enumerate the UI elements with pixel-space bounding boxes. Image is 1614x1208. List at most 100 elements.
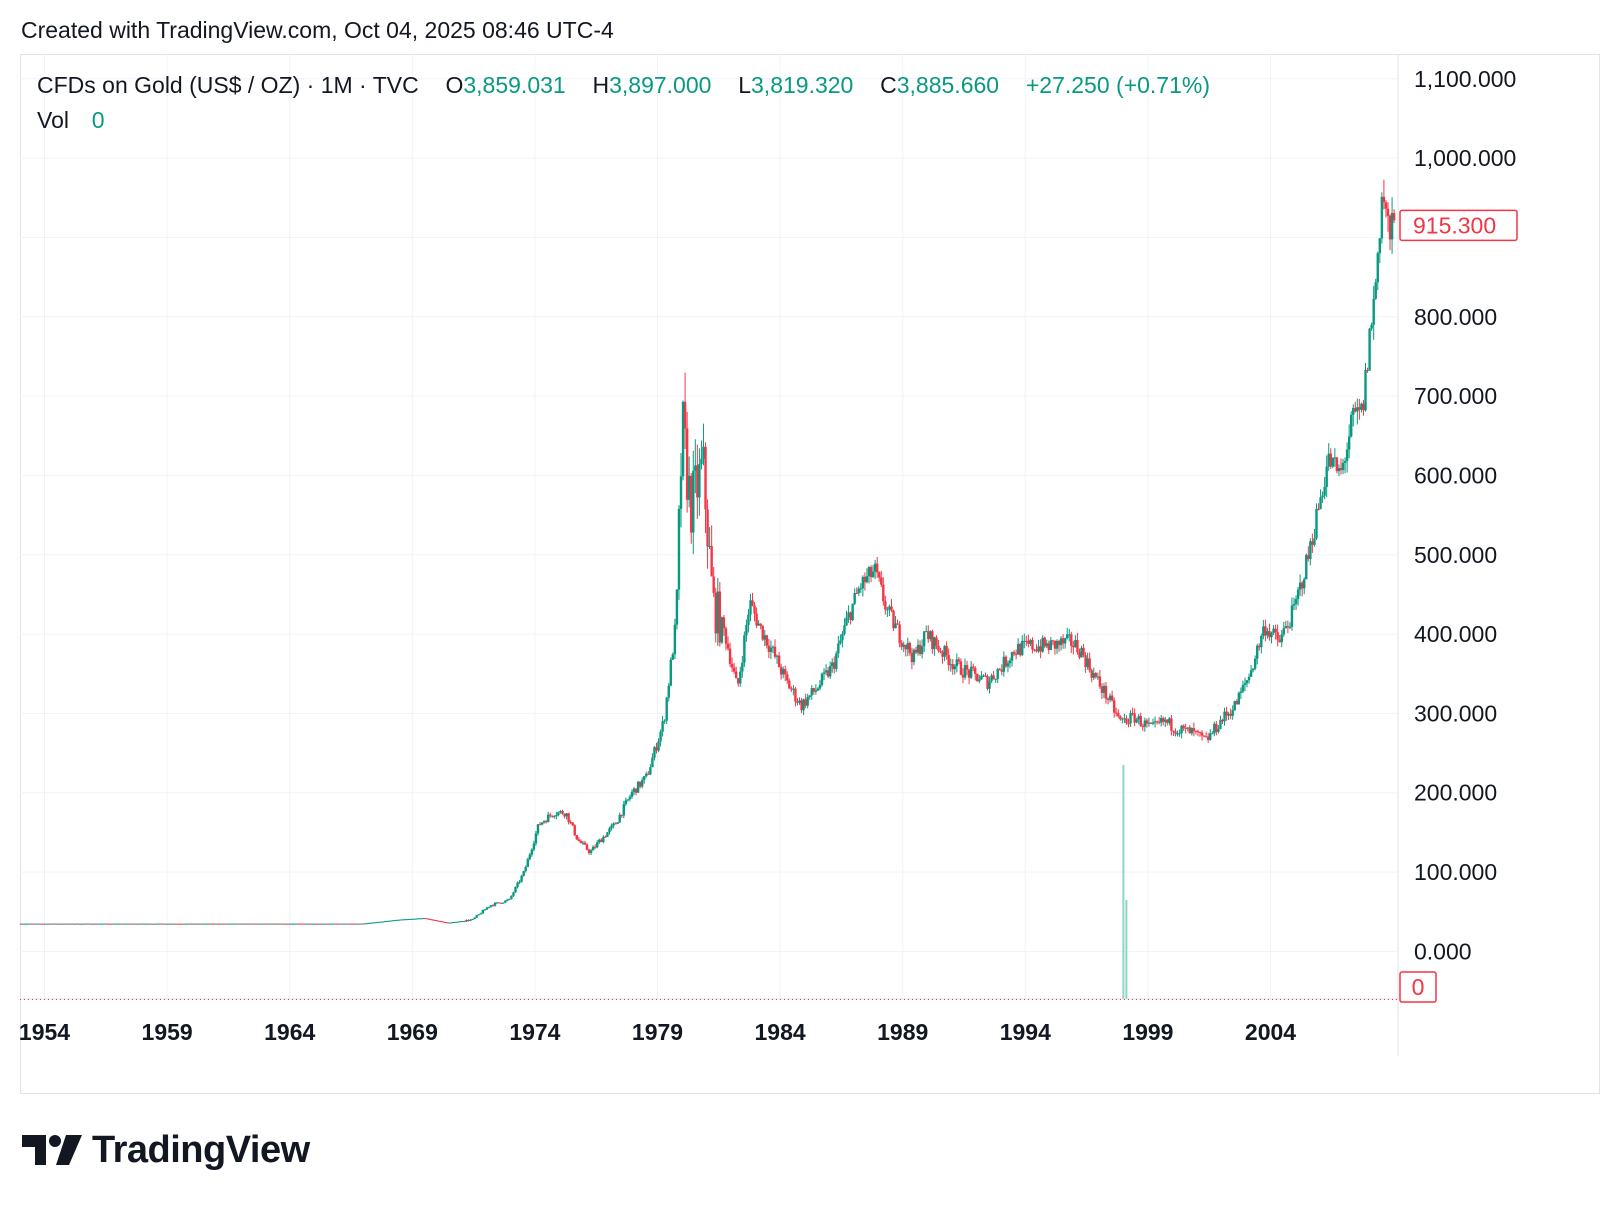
candle-body: [1141, 726, 1144, 728]
candle-body: [818, 684, 822, 689]
x-tick-label: 1954: [19, 1019, 70, 1045]
candle-body: [401, 919, 405, 921]
candle-body: [1018, 643, 1022, 656]
candle-body: [583, 842, 587, 845]
candle-body: [853, 593, 856, 604]
candle-body: [743, 635, 746, 663]
candle-body: [1274, 628, 1277, 633]
candle-body: [244, 923, 247, 925]
candle-body: [1317, 508, 1320, 510]
y-tick-label: 200.000: [1414, 780, 1497, 806]
candle-body: [269, 923, 272, 925]
candle-body: [661, 721, 664, 732]
candle-body: [665, 697, 668, 721]
candle-body: [305, 923, 309, 925]
candle-body: [835, 653, 838, 669]
candle-body: [312, 923, 315, 925]
candle-body: [861, 576, 865, 589]
candle-body: [925, 631, 928, 633]
candle-body: [324, 923, 327, 925]
candle-body: [600, 839, 603, 843]
candle-body: [1258, 645, 1261, 648]
y-tick-label: 0.000: [1414, 938, 1472, 964]
candle-body: [839, 640, 842, 644]
candle-body: [888, 606, 891, 610]
candle-body: [32, 923, 35, 925]
candle-body: [1008, 660, 1012, 664]
candle-body: [211, 923, 215, 925]
candle-body: [1016, 643, 1020, 655]
candle-body: [1327, 453, 1330, 467]
candle-body: [352, 923, 356, 925]
candle-body: [761, 625, 764, 640]
candle-body: [1162, 718, 1165, 722]
candle-body: [1157, 721, 1161, 723]
candle-body: [1282, 628, 1285, 635]
candle-body: [1010, 652, 1014, 661]
candle-body: [806, 697, 809, 706]
candle-body: [373, 922, 376, 924]
candle-body: [1378, 238, 1382, 254]
candle-body: [469, 919, 472, 921]
candle-body: [587, 849, 591, 854]
candle-body: [434, 920, 438, 922]
candle-body: [164, 923, 168, 925]
candle-body: [1217, 728, 1220, 732]
candle-body: [994, 678, 997, 680]
candle-body: [1366, 369, 1369, 371]
candle-body: [965, 665, 969, 670]
candle-body: [516, 882, 519, 888]
candle-body: [279, 923, 282, 925]
candle-body: [21, 923, 25, 925]
candle-body: [1380, 196, 1384, 239]
candle-body: [330, 923, 333, 925]
candle-body: [499, 902, 503, 904]
candle-body: [1251, 668, 1255, 671]
candle-body: [967, 669, 971, 678]
tradingview-logo[interactable]: TradingView: [22, 1128, 310, 1172]
candle-body: [479, 913, 482, 915]
candle-body: [265, 923, 268, 925]
candle-body: [191, 923, 194, 925]
candle-body: [391, 920, 395, 922]
candle-body: [27, 923, 31, 925]
candle-body: [1108, 695, 1112, 701]
candle-body: [920, 646, 924, 655]
chart-frame[interactable]: [20, 54, 1600, 1094]
candle-body: [1012, 652, 1016, 654]
candle-body: [1362, 403, 1365, 411]
candle-body: [497, 902, 501, 904]
candle-body: [957, 659, 961, 662]
candle-body: [1035, 649, 1038, 652]
candle-body: [481, 910, 485, 914]
candle-body: [820, 673, 824, 685]
candle-body: [687, 475, 691, 500]
candle-body: [483, 909, 487, 911]
candle-body: [495, 902, 499, 904]
y-tick-label: 700.000: [1414, 383, 1497, 409]
created-with-note: Created with TradingView.com, Oct 04, 20…: [21, 17, 614, 43]
candle-body: [837, 643, 840, 654]
candle-body: [1386, 208, 1390, 216]
candle-body: [297, 923, 301, 925]
candle-body: [626, 799, 630, 801]
candle-body: [694, 465, 697, 471]
candle-body: [1176, 733, 1179, 735]
candle-body: [978, 679, 981, 682]
candle-body: [906, 642, 910, 650]
candle-body: [506, 899, 509, 901]
candle-body: [99, 923, 102, 925]
candle-body: [1280, 634, 1283, 643]
candle-body: [775, 655, 779, 657]
last-price-tag: 915.300: [1399, 209, 1518, 242]
candle-body: [1086, 658, 1089, 668]
candle-body: [788, 680, 791, 689]
candle-body: [453, 921, 456, 923]
candle-body: [1033, 649, 1036, 651]
candle-body: [1264, 626, 1267, 636]
candle-body: [647, 773, 650, 775]
candle-body: [463, 921, 466, 923]
candle-body: [808, 695, 811, 698]
candle-body: [1358, 407, 1361, 410]
